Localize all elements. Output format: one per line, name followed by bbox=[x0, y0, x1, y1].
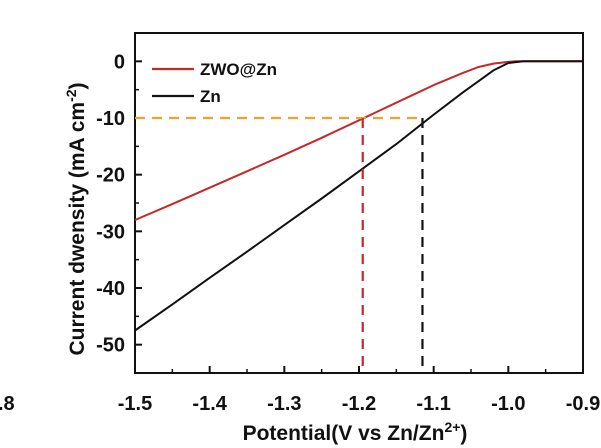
x-tick-label: -0.9 bbox=[566, 393, 600, 415]
y-tick-label: 0 bbox=[114, 51, 125, 73]
legend-label-zwo-zn: ZWO@Zn bbox=[200, 60, 277, 79]
x-tick-label: -1.3 bbox=[267, 393, 301, 415]
series-layer bbox=[134, 60, 583, 332]
x-axis-label: Potential(V vs Zn/Zn2+) bbox=[243, 419, 468, 445]
x-tick-label: -1.2 bbox=[342, 393, 376, 415]
y-axis-label: Current dwensity (mA cm-2) bbox=[63, 82, 89, 355]
legend-label-zn: Zn bbox=[200, 87, 221, 106]
legend: ZWO@Zn Zn bbox=[152, 60, 277, 106]
reference-lines bbox=[135, 116, 424, 373]
y-tick-label: -50 bbox=[96, 335, 125, 357]
y-tick-label: -20 bbox=[96, 165, 125, 187]
x-tick-label: -1.1 bbox=[416, 393, 450, 415]
x-tick-label-fragment: .8 bbox=[0, 393, 15, 415]
series-line-zn bbox=[134, 60, 583, 332]
x-tick-label: -1.0 bbox=[491, 393, 525, 415]
y-tick-label: -10 bbox=[96, 108, 125, 130]
y-tick-label: -40 bbox=[96, 278, 125, 300]
x-axis-ticks: -1.5 -1.4 -1.3 -1.2 -1.1 -1.0 -0.9 bbox=[118, 366, 600, 415]
x-tick-label: -1.4 bbox=[192, 393, 227, 415]
y-axis-ticks: 0 -10 -20 -30 -40 -50 bbox=[96, 51, 142, 357]
x-tick-label: -1.5 bbox=[118, 393, 152, 415]
y-tick-label: -30 bbox=[96, 221, 125, 243]
